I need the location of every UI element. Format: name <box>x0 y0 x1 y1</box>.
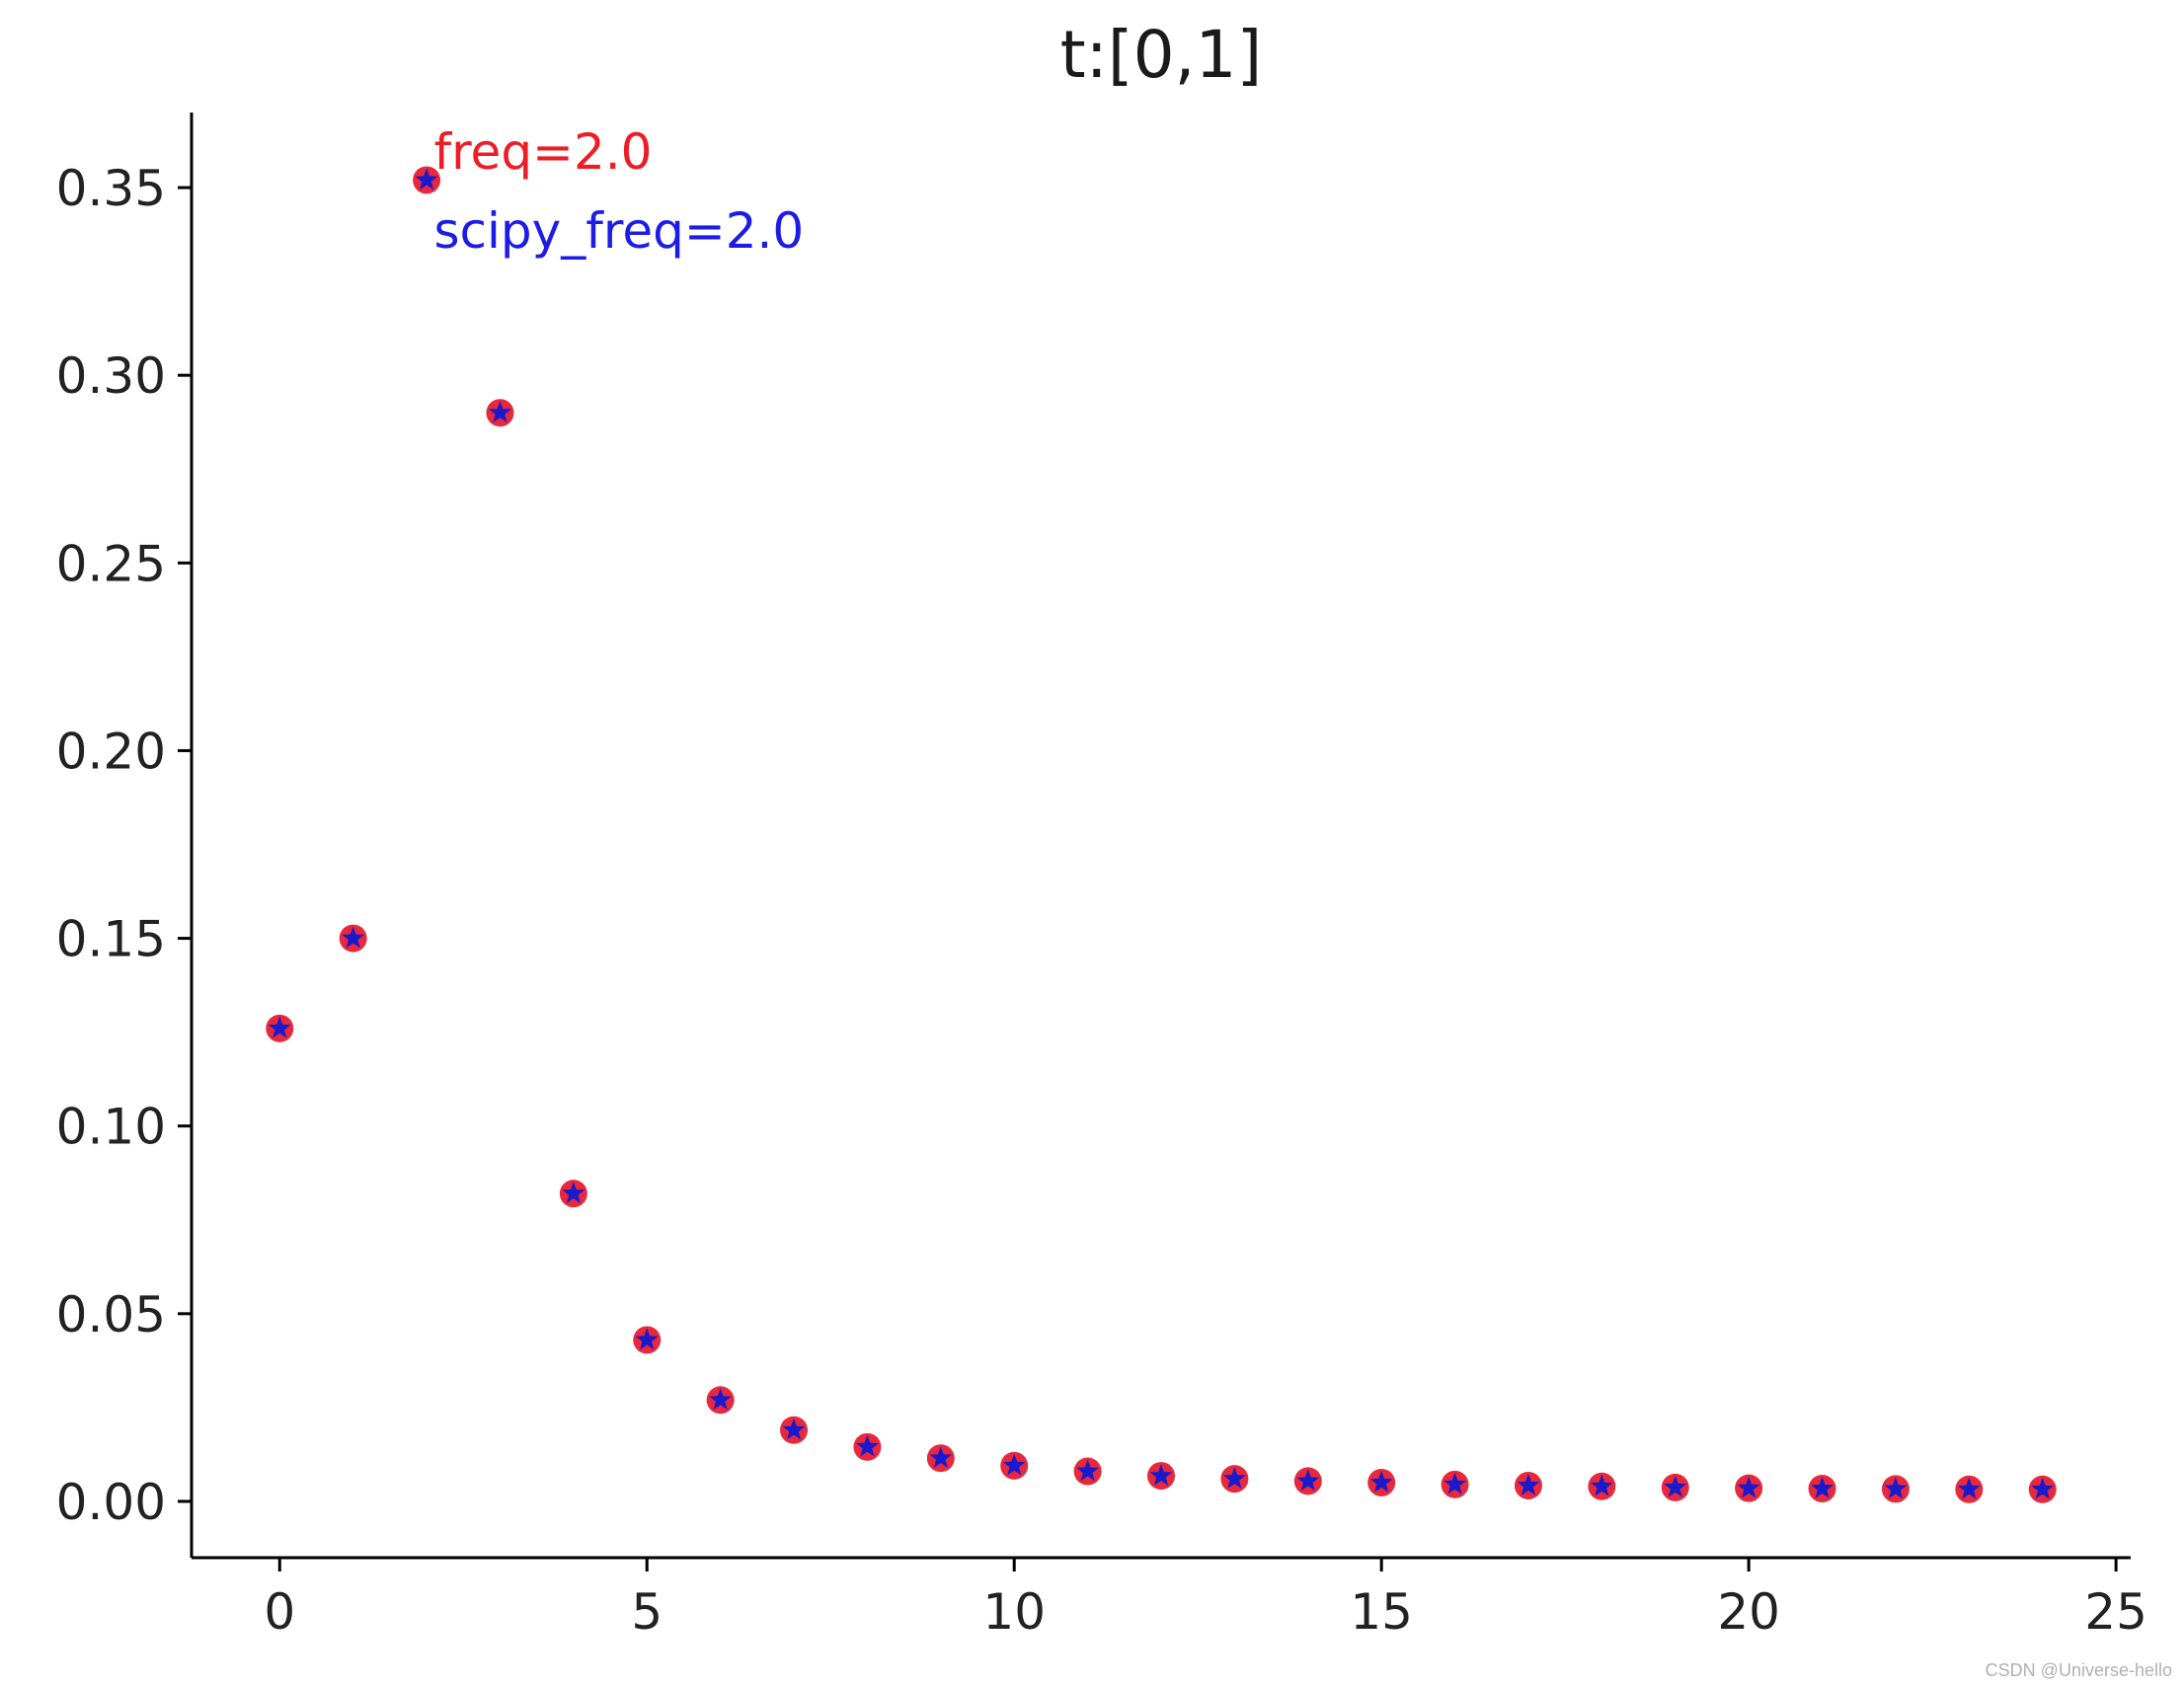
plot-markers <box>266 166 2057 1503</box>
star-point <box>1296 1469 1320 1492</box>
star-point <box>1223 1467 1246 1489</box>
star-point <box>1811 1477 1833 1498</box>
x-tick-label: 20 <box>1717 1583 1780 1641</box>
x-tick-label: 5 <box>631 1583 663 1641</box>
annotations: freq=2.0 scipy_freq=2.0 <box>434 123 805 260</box>
star-point <box>1002 1453 1026 1476</box>
y-tick-label: 0.05 <box>56 1286 166 1343</box>
star-point <box>2031 1477 2055 1499</box>
star-point <box>1517 1474 1540 1495</box>
x-tick-label: 0 <box>264 1583 295 1641</box>
watermark: CSDN @Universe-hello <box>1986 1660 2172 1680</box>
star-point <box>1149 1464 1173 1486</box>
x-tick-label: 25 <box>2084 1583 2147 1641</box>
y-tick-label: 0.35 <box>56 160 166 217</box>
annotation-text: freq=2.0 <box>434 123 653 181</box>
star-point <box>782 1418 806 1440</box>
y-tick-label: 0.15 <box>56 911 166 968</box>
star-point <box>856 1434 879 1457</box>
x-tick-label: 10 <box>982 1583 1046 1641</box>
x-tick-label: 15 <box>1350 1583 1413 1641</box>
chart-title: t:[0,1] <box>1060 17 1263 93</box>
star-point <box>1664 1475 1687 1497</box>
y-tick-label: 0.20 <box>56 723 166 780</box>
y-axis-ticks: 0.00 0.05 0.10 0.15 0.20 0.25 0.30 0.35 <box>56 160 192 1531</box>
star-point <box>1884 1477 1908 1499</box>
star-point <box>415 168 438 191</box>
y-tick-label: 0.00 <box>56 1474 166 1531</box>
star-point <box>1737 1476 1760 1498</box>
star-point <box>1591 1474 1613 1496</box>
y-tick-label: 0.25 <box>56 535 166 592</box>
y-tick-label: 0.10 <box>56 1099 166 1156</box>
y-tick-label: 0.30 <box>56 347 166 405</box>
star-point <box>1076 1459 1099 1482</box>
star-point <box>929 1446 953 1468</box>
star-point <box>1443 1472 1466 1494</box>
star-point <box>1957 1477 1981 1499</box>
star-point <box>268 1016 291 1038</box>
star-point <box>1369 1470 1393 1493</box>
x-axis-ticks: 0 5 10 15 20 25 <box>264 1558 2147 1641</box>
annotation-text: scipy_freq=2.0 <box>434 202 805 260</box>
star-point <box>709 1388 732 1410</box>
star-point <box>489 401 511 422</box>
star-point <box>342 926 365 949</box>
star-point <box>562 1182 585 1203</box>
star-point <box>635 1328 659 1350</box>
